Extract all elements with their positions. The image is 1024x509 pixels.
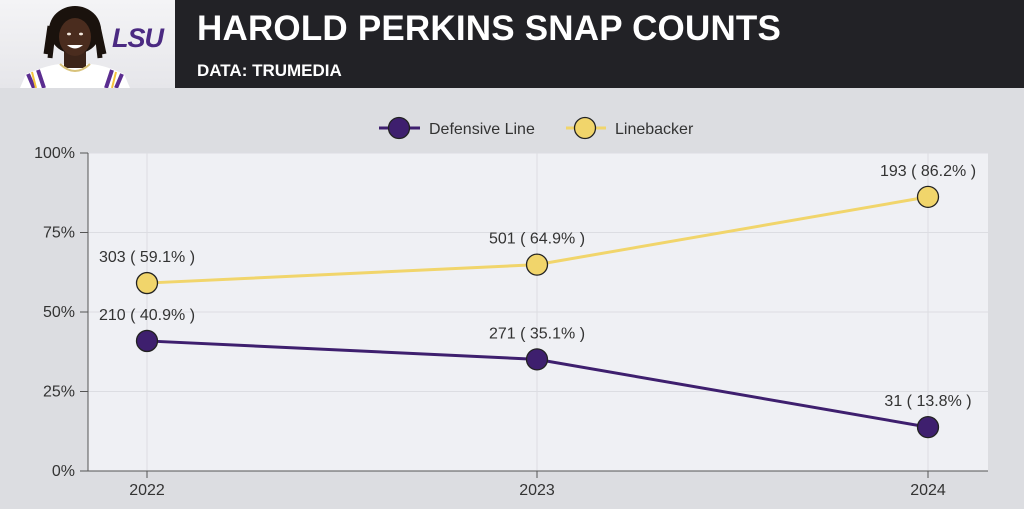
- defensive-line-point: [525, 348, 549, 371]
- legend: Defensive Line Linebacker: [379, 116, 694, 140]
- page-subtitle: DATA: TRUMEDIA: [197, 61, 342, 80]
- linebacker-point: [916, 185, 940, 209]
- defensive-line-point: [916, 415, 940, 439]
- y-tick-label: 25%: [43, 384, 75, 401]
- legend-defensive-line-label: Defensive Line: [429, 121, 535, 138]
- snap-count-line-chart: 0% 25% 50% 75% 100% 2022 2023 2024 Defensive Li…: [34, 116, 988, 499]
- y-tick-label: 0%: [52, 463, 75, 480]
- legend-defensive-line-marker: [387, 116, 411, 140]
- defensive-line-data-label: 31 ( 13.8% ): [884, 393, 971, 410]
- defensive-line-data-label: 271 ( 35.1% ): [489, 325, 585, 342]
- page-title: HAROLD PERKINS SNAP COUNTS: [197, 9, 782, 48]
- x-tick-label: 2024: [910, 482, 946, 499]
- y-tick-label: 75%: [43, 225, 75, 242]
- x-tick-label: 2023: [519, 482, 555, 499]
- linebacker-data-label: 193 ( 86.2% ): [880, 163, 976, 180]
- lsu-logo: LSU: [112, 23, 164, 53]
- linebacker-data-label: 501 ( 64.9% ): [489, 231, 585, 248]
- linebacker-data-label: 303 ( 59.1% ): [99, 249, 195, 266]
- legend-linebacker-marker: [573, 116, 597, 140]
- defensive-line-point: [135, 329, 159, 353]
- header-bar: LSU HAROLD PERKINS SNAP COUNTS DATA: TRU…: [0, 0, 1024, 88]
- y-tick-label: 100%: [34, 145, 75, 162]
- linebacker-point: [135, 271, 159, 295]
- y-tick-label: 50%: [43, 304, 75, 321]
- grid-lines: [88, 152, 988, 471]
- header-logo-panel: LSU: [0, 0, 175, 88]
- legend-linebacker-label: Linebacker: [615, 121, 694, 138]
- linebacker-point: [525, 253, 549, 276]
- x-tick-label: 2022: [129, 482, 165, 499]
- series-layer: [135, 185, 940, 439]
- player-headshot-icon: [20, 6, 130, 88]
- axes: 0% 25% 50% 75% 100% 2022 2023 2024: [34, 145, 988, 499]
- defensive-line-data-label: 210 ( 40.9% ): [99, 307, 195, 324]
- data-labels: 210 ( 40.9% ) 271 ( 35.1% ) 31 ( 13.8% ) 30…: [99, 163, 976, 410]
